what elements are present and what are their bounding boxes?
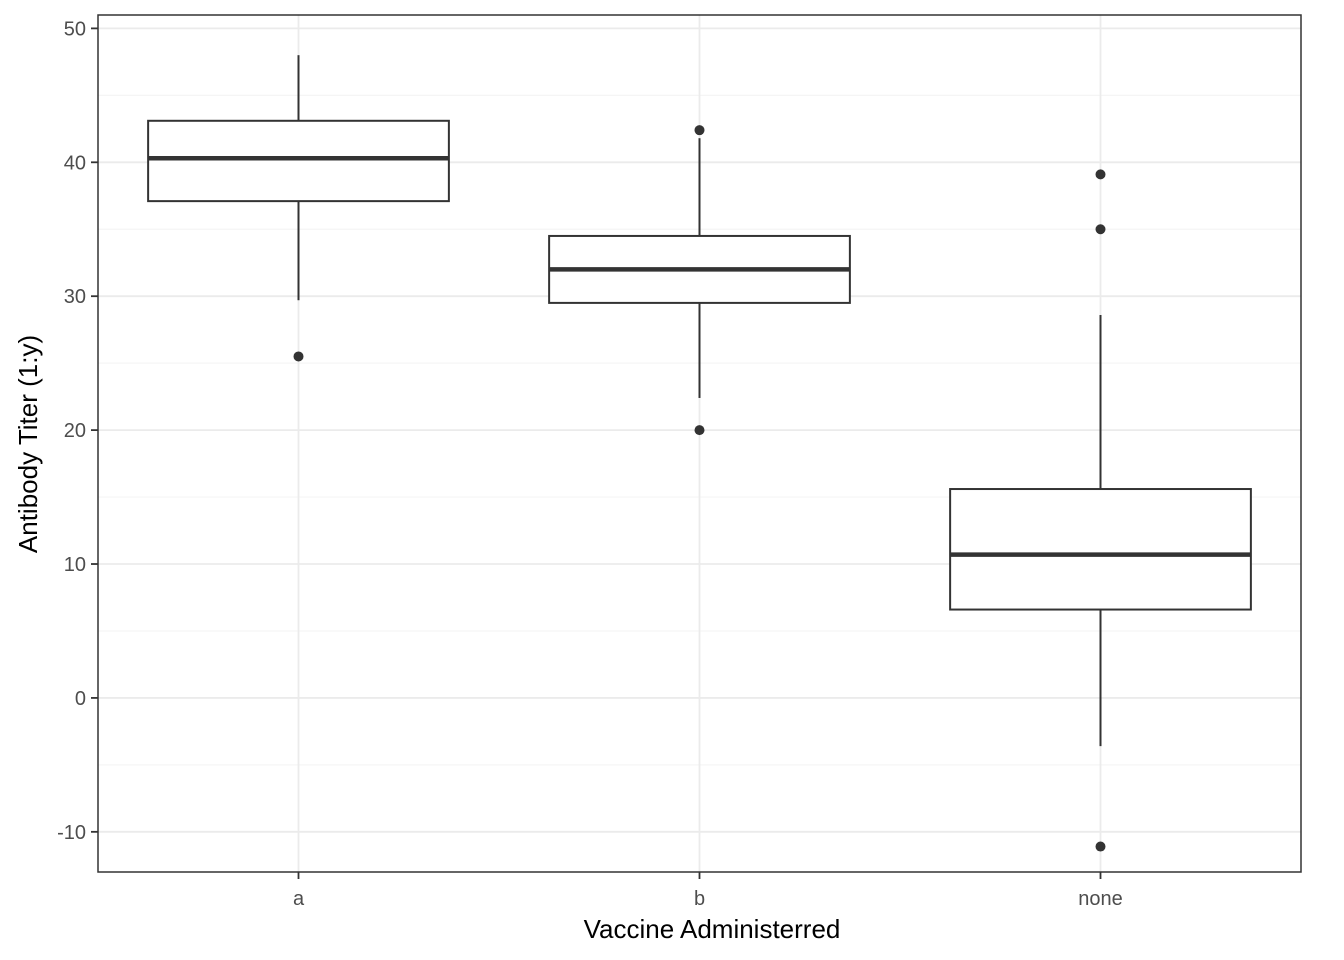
y-tick-label: -10 — [57, 822, 86, 844]
box-none — [949, 488, 1252, 611]
x-tick-label: none — [1078, 888, 1123, 910]
axes: -10 0 10 20 30 40 50 a b none — [57, 18, 1123, 910]
x-tick-label: a — [293, 888, 305, 910]
boxes — [147, 55, 1252, 852]
y-tick-label: 20 — [64, 420, 86, 442]
outlier-point — [1095, 169, 1106, 180]
outlier-point — [694, 425, 705, 436]
box-a — [147, 119, 450, 203]
outlier-point — [1095, 841, 1106, 852]
x-axis-title: Vaccine Administerred — [584, 914, 841, 944]
y-tick-label: 30 — [64, 286, 86, 308]
x-tick-label: b — [694, 888, 705, 910]
y-tick-label: 10 — [64, 554, 86, 576]
y-axis-title: Antibody Titer (1:y) — [13, 335, 43, 553]
outlier-point — [694, 125, 705, 136]
y-tick-label: 0 — [75, 688, 86, 710]
y-tick-label: 40 — [64, 152, 86, 174]
outlier-point — [1095, 224, 1106, 235]
y-tick-label: 50 — [64, 18, 86, 40]
outlier-point — [293, 351, 304, 362]
